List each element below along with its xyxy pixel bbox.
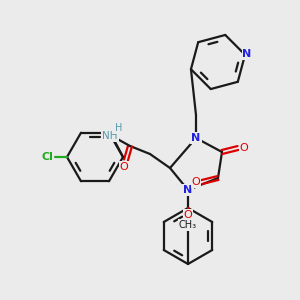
Text: CH₃: CH₃ — [179, 220, 197, 230]
Text: H: H — [115, 123, 123, 133]
Text: O: O — [192, 177, 200, 187]
Text: NH: NH — [102, 131, 118, 141]
Text: Cl: Cl — [41, 152, 53, 162]
Text: N: N — [242, 49, 252, 59]
Text: N: N — [183, 185, 193, 195]
Text: O: O — [240, 143, 248, 153]
Text: N: N — [191, 133, 201, 143]
Text: O: O — [184, 210, 192, 220]
Text: O: O — [120, 162, 128, 172]
